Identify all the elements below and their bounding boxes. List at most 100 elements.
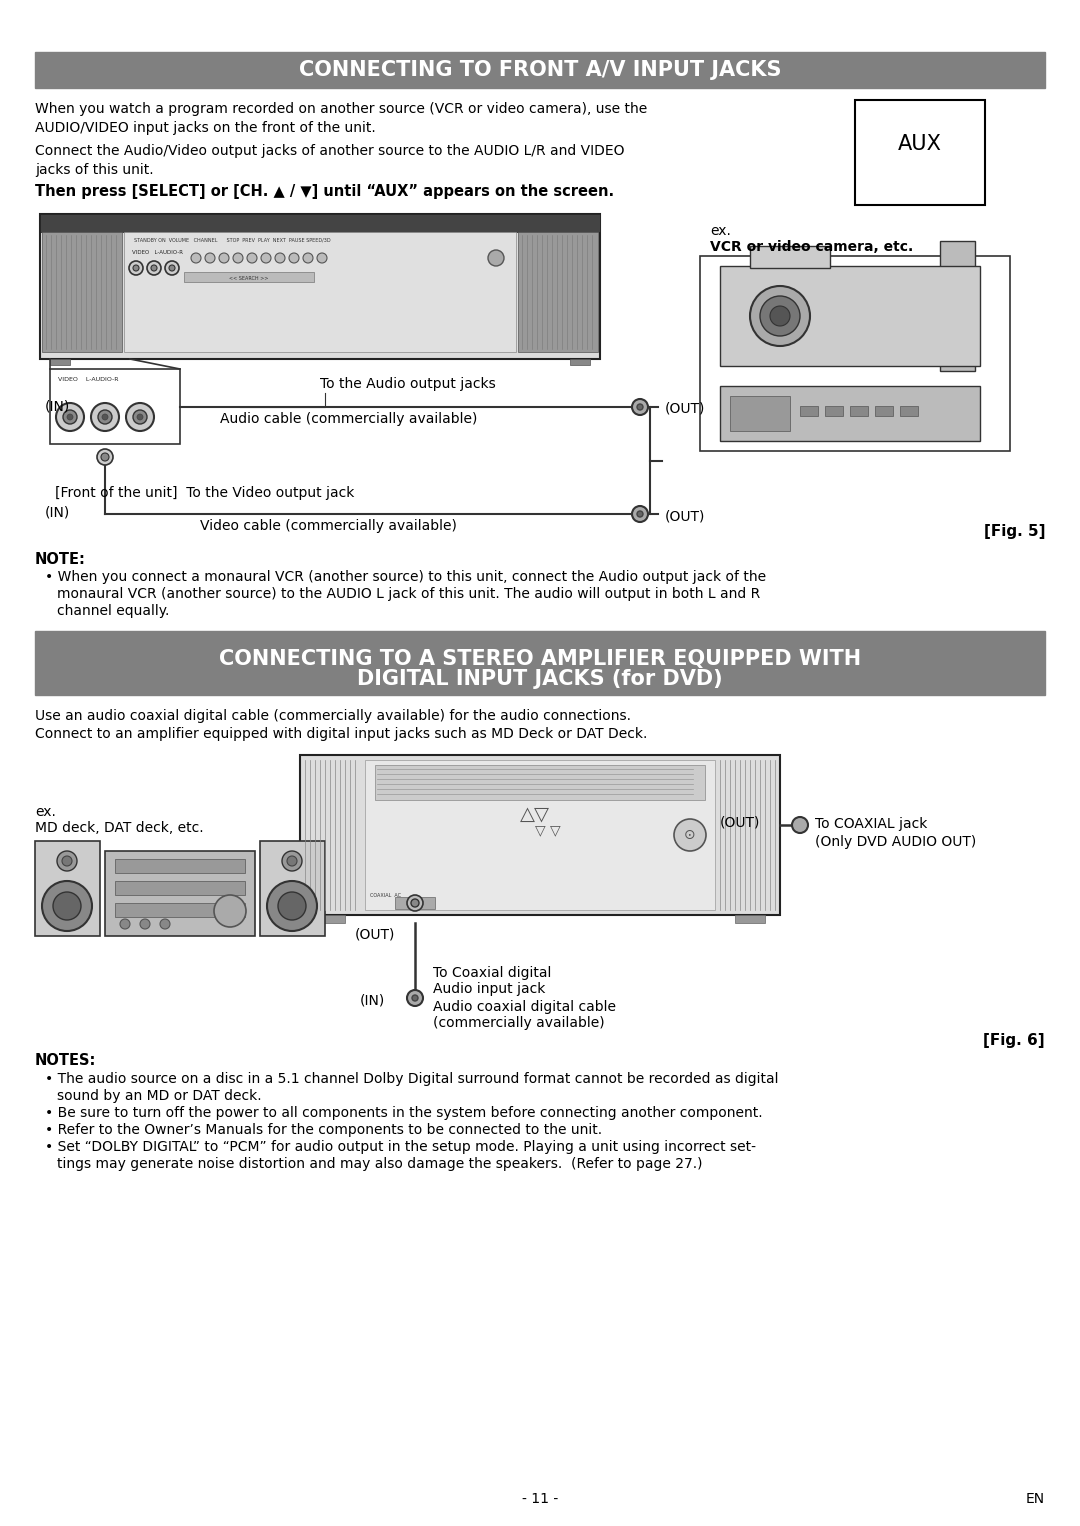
- Circle shape: [247, 253, 257, 262]
- Circle shape: [278, 893, 306, 920]
- Bar: [184, 272, 314, 282]
- Circle shape: [275, 253, 285, 262]
- Text: ⊙: ⊙: [685, 829, 696, 842]
- Circle shape: [91, 403, 119, 430]
- Bar: [114, 903, 245, 917]
- Circle shape: [770, 307, 789, 327]
- Bar: [375, 765, 705, 800]
- Circle shape: [129, 261, 143, 275]
- Text: NOTE:: NOTE:: [35, 552, 86, 568]
- Text: CONNECTING TO FRONT A/V INPUT JACKS: CONNECTING TO FRONT A/V INPUT JACKS: [299, 60, 781, 79]
- Text: [Fig. 6]: [Fig. 6]: [984, 1033, 1045, 1048]
- Circle shape: [267, 881, 318, 931]
- Text: EN: EN: [1026, 1492, 1045, 1506]
- Bar: [730, 397, 789, 430]
- Bar: [900, 406, 918, 417]
- Circle shape: [56, 403, 84, 430]
- Bar: [40, 214, 600, 232]
- Circle shape: [219, 253, 229, 262]
- Circle shape: [760, 296, 800, 336]
- Circle shape: [792, 816, 808, 833]
- Circle shape: [63, 410, 77, 424]
- Circle shape: [287, 856, 297, 865]
- Bar: [114, 881, 245, 896]
- Circle shape: [62, 856, 72, 865]
- Text: Connect the Audio/Video output jacks of another source to the AUDIO L/R and VIDE: Connect the Audio/Video output jacks of …: [35, 143, 624, 159]
- Circle shape: [750, 285, 810, 346]
- Circle shape: [160, 919, 170, 929]
- Bar: [735, 916, 765, 923]
- Circle shape: [102, 453, 109, 461]
- Bar: [35, 630, 1045, 694]
- Text: Audio coaxial digital cable: Audio coaxial digital cable: [433, 1000, 616, 1013]
- Bar: [42, 232, 122, 353]
- Circle shape: [147, 261, 161, 275]
- Bar: [700, 256, 1010, 452]
- Text: (IN): (IN): [45, 398, 70, 414]
- Bar: [518, 232, 598, 353]
- Text: (IN): (IN): [45, 507, 70, 520]
- Text: (Only DVD AUDIO OUT): (Only DVD AUDIO OUT): [815, 835, 976, 848]
- Circle shape: [488, 250, 504, 266]
- Bar: [720, 386, 980, 441]
- Circle shape: [282, 852, 302, 871]
- Bar: [300, 755, 780, 916]
- Text: COAXIAL  AC: COAXIAL AC: [370, 893, 401, 897]
- Bar: [825, 406, 843, 417]
- Circle shape: [126, 403, 154, 430]
- Bar: [124, 232, 516, 353]
- Circle shape: [632, 507, 648, 522]
- Circle shape: [151, 266, 157, 272]
- Circle shape: [205, 253, 215, 262]
- Circle shape: [97, 449, 113, 465]
- Bar: [875, 406, 893, 417]
- Text: VIDEO    L-AUDIO-R: VIDEO L-AUDIO-R: [58, 377, 119, 382]
- Circle shape: [233, 253, 243, 262]
- Circle shape: [98, 410, 112, 424]
- Text: (OUT): (OUT): [355, 928, 395, 942]
- Text: • When you connect a monaural VCR (another source) to this unit, connect the Aud: • When you connect a monaural VCR (anoth…: [45, 571, 766, 584]
- Circle shape: [303, 253, 313, 262]
- Bar: [720, 266, 980, 366]
- Text: (IN): (IN): [360, 993, 386, 1009]
- Bar: [365, 760, 715, 909]
- Bar: [750, 246, 831, 269]
- Circle shape: [637, 511, 643, 517]
- Bar: [35, 52, 1045, 89]
- Text: MD deck, DAT deck, etc.: MD deck, DAT deck, etc.: [35, 821, 204, 835]
- Circle shape: [407, 896, 423, 911]
- Text: ex.: ex.: [710, 224, 731, 238]
- Text: VCR or video camera, etc.: VCR or video camera, etc.: [710, 240, 914, 253]
- Circle shape: [637, 404, 643, 410]
- Text: (OUT): (OUT): [720, 815, 760, 829]
- Bar: [50, 359, 70, 365]
- Circle shape: [407, 990, 423, 1006]
- Text: [Fig. 5]: [Fig. 5]: [984, 523, 1045, 539]
- Bar: [35, 841, 100, 935]
- Text: tings may generate noise distortion and may also damage the speakers.  (Refer to: tings may generate noise distortion and …: [57, 1157, 702, 1170]
- Text: Then press [SELECT] or [CH. ▲ / ▼] until “AUX” appears on the screen.: Then press [SELECT] or [CH. ▲ / ▼] until…: [35, 185, 615, 198]
- Circle shape: [632, 398, 648, 415]
- Circle shape: [411, 995, 418, 1001]
- Circle shape: [67, 414, 73, 420]
- Text: • Be sure to turn off the power to all components in the system before connectin: • Be sure to turn off the power to all c…: [45, 1106, 762, 1120]
- Text: Use an audio coaxial digital cable (commercially available) for the audio connec: Use an audio coaxial digital cable (comm…: [35, 710, 631, 723]
- Circle shape: [57, 852, 77, 871]
- Text: • Set “DOLBY DIGITAL” to “PCM” for audio output in the setup mode. Playing a uni: • Set “DOLBY DIGITAL” to “PCM” for audio…: [45, 1140, 756, 1154]
- Bar: [395, 897, 435, 909]
- Bar: [800, 406, 818, 417]
- Text: AUX: AUX: [899, 134, 942, 154]
- Bar: [260, 841, 325, 935]
- Circle shape: [318, 253, 327, 262]
- Text: channel equally.: channel equally.: [57, 604, 170, 618]
- Text: • Refer to the Owner’s Manuals for the components to be connected to the unit.: • Refer to the Owner’s Manuals for the c…: [45, 1123, 603, 1137]
- Text: (OUT): (OUT): [665, 401, 705, 417]
- Bar: [850, 406, 868, 417]
- Bar: [114, 859, 245, 873]
- Circle shape: [133, 410, 147, 424]
- Text: VIDEO   L-AUDIO-R: VIDEO L-AUDIO-R: [132, 250, 183, 255]
- Circle shape: [53, 893, 81, 920]
- Bar: [855, 101, 985, 204]
- Circle shape: [674, 819, 706, 852]
- Text: To COAXIAL jack: To COAXIAL jack: [815, 816, 928, 832]
